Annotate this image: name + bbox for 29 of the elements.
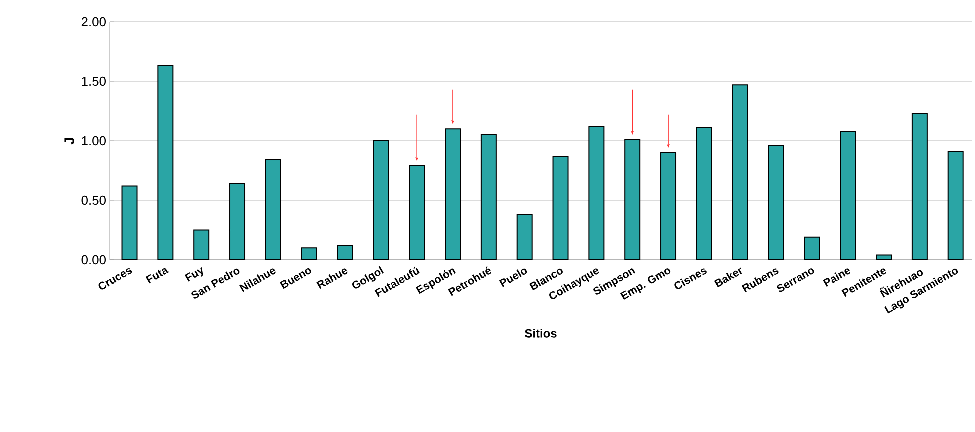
x-axis-title: Sitios (525, 329, 557, 338)
bar (624, 139, 641, 260)
bar (516, 214, 533, 260)
y-tick-label: 1.00 (82, 136, 106, 146)
x-tick-label: Fuy (184, 267, 204, 282)
x-tick-label: Futa (146, 268, 170, 284)
bar (552, 156, 569, 260)
bar (194, 230, 210, 260)
bar (840, 130, 856, 260)
bar (373, 140, 390, 260)
bar (122, 186, 138, 260)
bar (409, 165, 426, 260)
y-tick-label: 0.00 (82, 255, 106, 265)
y-tick-label: 1.50 (82, 76, 106, 86)
y-tick-label: 2.00 (82, 17, 106, 27)
bar (158, 66, 174, 260)
bar (948, 151, 964, 260)
bar (230, 183, 246, 260)
bar (445, 128, 462, 260)
y-tick-label: 0.50 (82, 196, 106, 206)
bar (912, 113, 928, 260)
bar (768, 145, 784, 260)
bar (660, 152, 677, 260)
bar (588, 126, 605, 260)
bar (480, 134, 497, 260)
bar (265, 160, 282, 260)
bar (732, 84, 748, 260)
bar (696, 127, 712, 260)
y-axis-title: J (64, 138, 74, 145)
